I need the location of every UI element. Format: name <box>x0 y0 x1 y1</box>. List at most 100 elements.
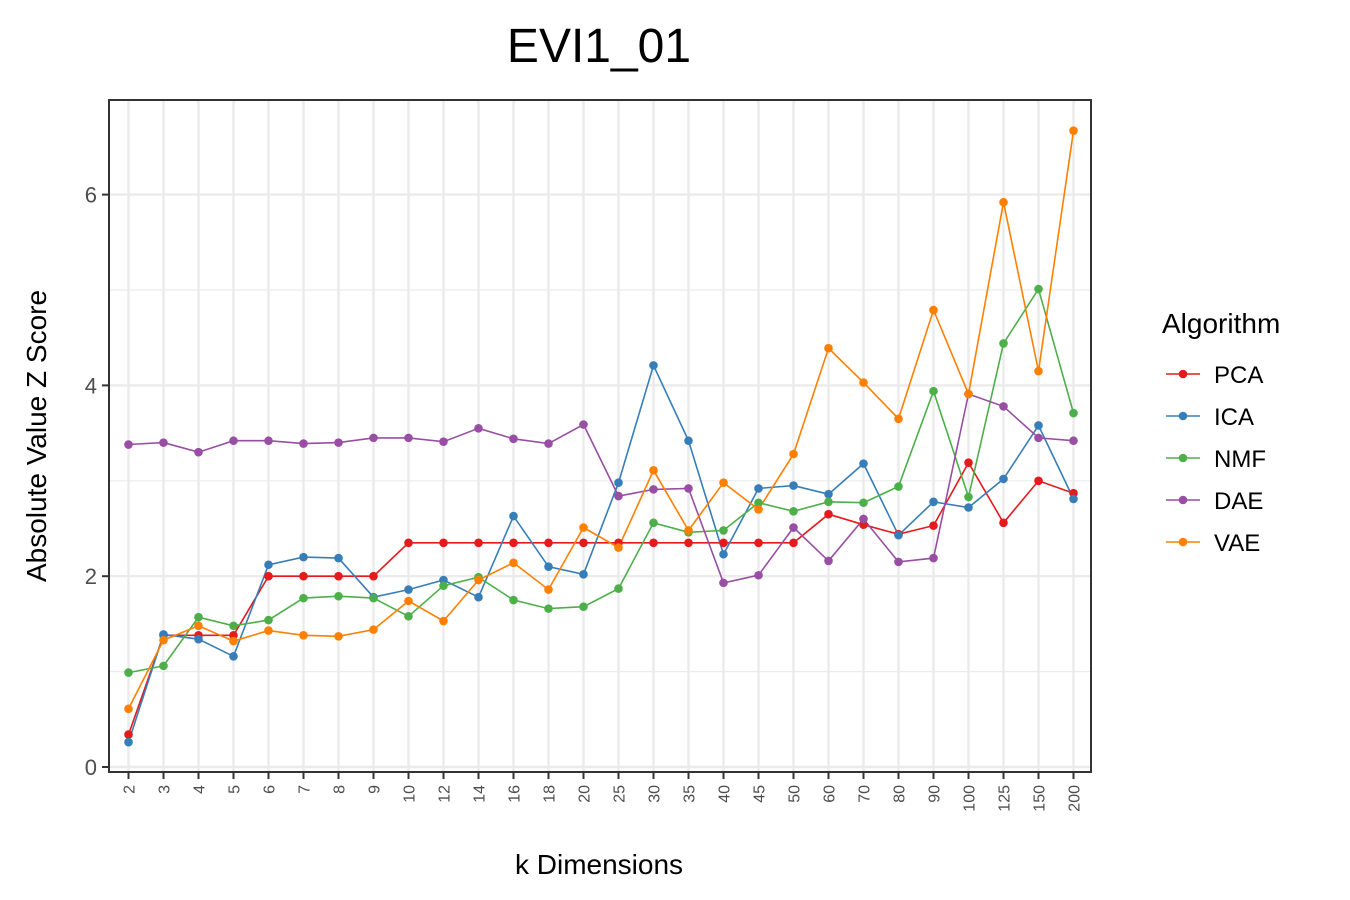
x-tick-label: 9 <box>367 785 384 794</box>
data-point-pca <box>684 538 693 548</box>
data-point-vae <box>544 585 553 594</box>
data-point-vae <box>194 621 203 631</box>
data-point-dae <box>159 438 168 447</box>
legend-label-pca: PCA <box>1214 362 1263 389</box>
legend-key-point-nmf <box>1178 453 1188 463</box>
series-line-vae <box>127 130 1075 710</box>
data-point-vae <box>964 389 973 399</box>
data-point-dae <box>194 447 203 457</box>
data-point-ica <box>859 459 868 468</box>
data-point-pca <box>544 538 553 548</box>
x-tick-label: 30 <box>647 785 664 803</box>
x-tick-label: 200 <box>1067 785 1084 812</box>
x-tick-label: 2 <box>122 785 139 794</box>
data-point-nmf <box>999 339 1008 348</box>
data-point-nmf <box>859 498 868 508</box>
data-point-vae <box>159 635 168 645</box>
data-point-nmf <box>544 604 553 613</box>
data-point-pca <box>964 458 973 467</box>
x-tick-label: 7 <box>297 785 314 794</box>
x-tick-label: 40 <box>717 785 734 803</box>
data-point-vae <box>614 543 623 552</box>
data-point-nmf <box>719 526 728 535</box>
data-point-vae <box>404 596 413 606</box>
data-point-nmf <box>124 668 133 677</box>
legend-key-point-pca <box>1178 369 1188 379</box>
data-point-pca <box>474 538 483 548</box>
data-point-dae <box>929 553 938 563</box>
data-point-dae <box>404 433 413 443</box>
x-axis: 2 3 4 5 6 7 8 9 10 12 14 16 18 20 25 30 35 40 45 50 60 70 80 90… <box>122 772 1084 812</box>
x-tick-label: 10 <box>402 785 419 803</box>
plot-marks <box>124 126 1078 747</box>
data-point-ica <box>824 489 833 499</box>
data-point-vae <box>999 197 1008 207</box>
x-tick-label: 150 <box>1032 785 1049 812</box>
data-point-dae <box>509 434 518 444</box>
data-point-dae <box>229 436 238 446</box>
data-point-nmf <box>894 482 903 491</box>
legend: Algorithm PCA ICA NMF DAE VAE <box>1162 308 1280 557</box>
data-point-vae <box>474 575 483 585</box>
x-tick-label: 60 <box>822 785 839 803</box>
data-point-vae <box>264 626 273 635</box>
data-point-dae <box>824 556 833 566</box>
data-point-vae <box>859 378 868 387</box>
data-point-vae <box>369 625 378 634</box>
data-point-ica <box>229 652 238 661</box>
data-point-pca <box>719 538 728 548</box>
data-point-vae <box>719 478 728 488</box>
data-point-pca <box>754 538 763 548</box>
data-point-dae <box>789 523 798 532</box>
data-point-pca <box>369 571 378 581</box>
data-point-vae <box>824 343 833 353</box>
data-point-pca <box>824 509 833 519</box>
data-point-nmf <box>334 591 343 601</box>
data-point-vae <box>1069 126 1078 135</box>
data-point-dae <box>754 570 763 580</box>
data-point-ica <box>929 497 938 507</box>
data-point-vae <box>124 704 133 714</box>
legend-key-point-vae <box>1178 537 1188 547</box>
data-point-dae <box>474 424 483 433</box>
x-tick-label: 20 <box>577 785 594 803</box>
data-point-ica <box>964 503 973 512</box>
data-point-dae <box>649 485 658 494</box>
y-tick-label: 0 <box>85 755 97 780</box>
data-point-nmf <box>614 584 623 593</box>
data-point-dae <box>579 420 588 429</box>
data-point-dae <box>369 433 378 443</box>
data-point-nmf <box>404 611 413 621</box>
data-point-ica <box>649 361 658 370</box>
data-point-ica <box>264 560 273 570</box>
plot-border <box>108 99 1092 773</box>
data-point-pca <box>439 538 448 548</box>
legend-label-vae: VAE <box>1214 530 1260 557</box>
data-point-pca <box>579 538 588 548</box>
series-line-dae <box>128 392 1074 584</box>
data-point-ica <box>754 484 763 493</box>
data-point-nmf <box>299 593 308 603</box>
data-point-vae <box>334 632 343 641</box>
data-point-dae <box>1034 433 1043 443</box>
legend-key-point-dae <box>1178 495 1188 505</box>
x-tick-label: 25 <box>612 785 629 803</box>
x-tick-label: 125 <box>997 785 1014 812</box>
data-point-nmf <box>264 615 273 625</box>
data-point-ica <box>474 592 483 602</box>
data-point-vae <box>509 558 518 568</box>
x-tick-label: 80 <box>892 785 909 803</box>
data-point-ica <box>789 481 798 490</box>
data-point-dae <box>684 484 693 493</box>
data-point-ica <box>404 585 413 594</box>
x-tick-label: 100 <box>962 785 979 812</box>
data-point-nmf <box>754 498 763 508</box>
x-tick-label: 16 <box>507 785 524 803</box>
data-point-ica <box>999 474 1008 484</box>
data-point-ica <box>299 552 308 562</box>
data-point-vae <box>439 616 448 626</box>
data-point-ica <box>579 569 588 579</box>
data-point-pca <box>334 571 343 581</box>
legend-label-nmf: NMF <box>1214 446 1266 473</box>
